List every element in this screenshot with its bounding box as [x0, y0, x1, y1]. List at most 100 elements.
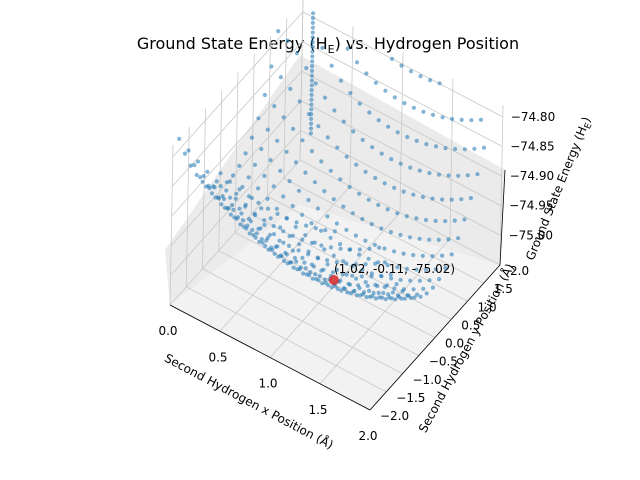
data-point — [456, 236, 461, 241]
gridline-z — [171, 70, 502, 217]
data-point — [319, 228, 324, 233]
data-point — [310, 64, 315, 69]
data-point — [308, 131, 313, 136]
data-point — [352, 288, 357, 293]
data-point — [237, 206, 242, 211]
data-point — [437, 81, 442, 86]
data-point — [213, 195, 218, 200]
data-point — [294, 220, 299, 225]
data-point — [459, 197, 464, 202]
data-point — [400, 289, 405, 294]
data-point — [211, 184, 216, 189]
data-point — [309, 83, 314, 88]
data-point — [237, 187, 242, 192]
data-point — [398, 232, 403, 238]
data-point — [424, 142, 429, 147]
data-point — [350, 211, 355, 216]
data-point — [230, 203, 235, 208]
data-point — [278, 75, 283, 80]
data-point — [246, 175, 251, 180]
z-tick-label: −74.90 — [510, 169, 554, 183]
data-point — [412, 295, 417, 300]
chart-title: Ground State Energy (HE) vs. Hydrogen Po… — [137, 34, 519, 56]
y-tick-label: 0.5 — [461, 318, 480, 332]
data-point — [281, 115, 286, 120]
data-point — [303, 170, 308, 175]
data-point — [290, 233, 295, 238]
data-point — [243, 151, 248, 156]
y-tick-label: −2.0 — [380, 409, 409, 423]
data-point — [417, 168, 422, 173]
data-point — [310, 40, 315, 45]
data-point — [251, 232, 256, 238]
data-point — [411, 192, 416, 197]
data-point — [344, 227, 349, 232]
data-point — [309, 107, 314, 112]
data-point — [350, 263, 355, 268]
data-point — [233, 196, 238, 201]
data-point — [338, 177, 343, 182]
data-point — [446, 173, 451, 178]
data-point — [414, 138, 419, 143]
data-point — [240, 218, 245, 223]
data-point — [310, 16, 316, 21]
data-point — [234, 191, 239, 196]
data-point — [272, 104, 277, 109]
data-point — [232, 215, 237, 220]
data-point — [257, 239, 262, 244]
data-point — [281, 240, 286, 245]
data-point — [274, 206, 279, 211]
data-point — [195, 159, 201, 164]
data-point — [418, 74, 423, 79]
data-point — [286, 243, 292, 248]
data-point — [406, 293, 411, 298]
data-point — [231, 207, 236, 212]
data-point — [365, 283, 370, 288]
data-point — [259, 206, 264, 211]
data-point — [332, 108, 337, 113]
data-point — [278, 225, 283, 230]
data-point — [408, 278, 413, 283]
data-point — [341, 204, 346, 209]
data-point — [379, 226, 384, 231]
data-point — [291, 265, 296, 270]
x-tick-labels: 0.0 0.5 1.0 1.5 2.0 — [158, 324, 377, 443]
data-point — [281, 229, 286, 234]
data-point — [309, 149, 314, 154]
data-point — [271, 232, 277, 237]
data-point — [469, 118, 474, 123]
energy-surface-points — [177, 11, 487, 302]
data-point — [390, 290, 395, 295]
data-point — [209, 191, 215, 196]
data-point — [421, 109, 426, 114]
data-point — [381, 290, 386, 296]
data-point — [247, 231, 252, 236]
data-point — [379, 273, 384, 278]
data-point — [384, 283, 390, 288]
data-point — [309, 97, 314, 102]
data-point — [282, 258, 287, 264]
data-point — [357, 101, 362, 106]
data-point — [338, 242, 343, 247]
axis-lines — [169, 169, 506, 411]
y-tick-label: 1.0 — [478, 300, 497, 314]
data-point — [376, 118, 381, 123]
data-point — [312, 180, 317, 185]
data-point — [317, 273, 322, 279]
floor-pane — [170, 205, 500, 410]
data-point — [294, 51, 300, 56]
data-point — [385, 207, 390, 212]
data-point — [440, 253, 445, 258]
data-point — [399, 63, 404, 68]
data-point — [389, 276, 394, 281]
data-point — [356, 283, 361, 288]
data-point — [361, 290, 367, 295]
data-point — [408, 69, 414, 74]
data-point — [348, 91, 353, 96]
data-point — [334, 260, 339, 265]
data-point — [262, 92, 267, 98]
x-axis-line — [169, 304, 371, 411]
data-point — [342, 286, 347, 291]
data-point — [414, 267, 419, 272]
data-point — [275, 138, 280, 143]
